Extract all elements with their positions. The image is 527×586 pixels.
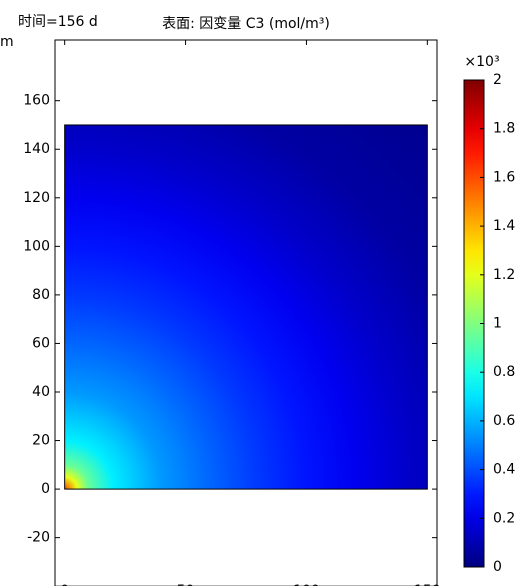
y-tick-label: 60	[32, 335, 50, 351]
colorbar-tick-label: 0.8	[493, 364, 515, 380]
y-tick-label: 100	[23, 238, 50, 254]
colorbar-tick-label: 0	[493, 559, 502, 575]
y-tick-label: 80	[32, 287, 50, 303]
colorbar-tick-label: 0.4	[493, 462, 515, 478]
x-tick-label: 150	[414, 583, 441, 586]
x-tick-label: 0	[60, 583, 69, 586]
colorbar-tick-label: 1.8	[493, 121, 515, 137]
chart-title: 表面: 因变量 C3 (mol/m³)	[162, 16, 330, 32]
y-tick-label: -20	[27, 530, 50, 546]
y-tick-label: 0	[41, 481, 50, 497]
y-tick-label: 20	[32, 433, 50, 449]
y-tick-label: 120	[23, 190, 50, 206]
colorbar-tick-label: 1	[493, 316, 502, 332]
colorbar-tick-label: 0.2	[493, 510, 515, 526]
y-unit: m	[0, 34, 14, 50]
y-tick-label: 160	[23, 93, 50, 109]
colorbar-tick-label: 1.2	[493, 267, 515, 283]
time-label: 时间=156 d	[18, 14, 98, 30]
colorbar-scale: ×10³	[464, 54, 499, 70]
y-tick-label: 140	[23, 141, 50, 157]
colorbar-tick-label: 2	[493, 72, 502, 88]
y-tick-label: 40	[32, 384, 50, 400]
x-tick-label: 50	[177, 583, 195, 586]
surface	[64, 124, 428, 490]
colorbar-tick-label: 1.4	[493, 218, 515, 234]
x-tick-label: 100	[293, 583, 320, 586]
colorbar-tick-label: 0.6	[493, 413, 515, 429]
plot-frame	[54, 39, 438, 586]
colorbar-tick-label: 1.6	[493, 169, 515, 185]
